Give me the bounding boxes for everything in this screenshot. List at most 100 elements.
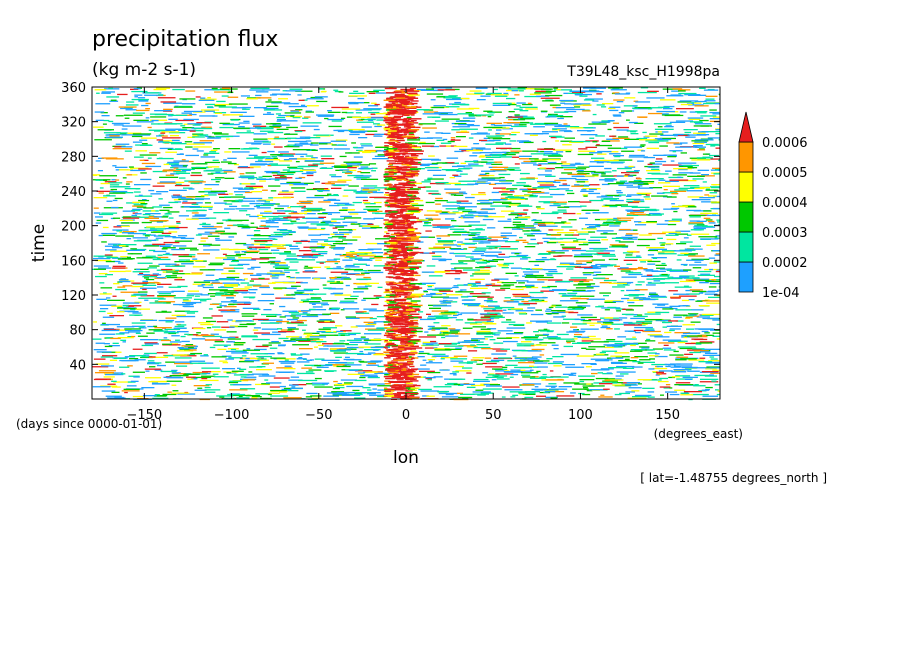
field-cell	[651, 195, 667, 196]
field-cell	[633, 214, 646, 215]
field-cell	[301, 368, 312, 369]
field-cell	[680, 253, 688, 254]
field-cell	[633, 230, 637, 231]
field-cell	[349, 134, 359, 135]
field-cell	[276, 113, 281, 114]
field-cell	[468, 164, 479, 165]
field-cell	[568, 309, 584, 310]
field-cell	[273, 175, 285, 176]
field-cell	[182, 302, 201, 303]
field-cell	[433, 247, 451, 248]
field-cell	[251, 397, 257, 398]
field-cell	[315, 195, 329, 196]
field-cell	[655, 138, 662, 139]
field-cell	[179, 248, 197, 249]
field-cell	[632, 396, 649, 397]
field-cell	[263, 141, 272, 142]
field-cell	[262, 334, 281, 335]
field-cell	[599, 383, 612, 384]
field-cell	[361, 166, 369, 167]
field-cell	[514, 332, 523, 333]
field-cell	[298, 166, 311, 167]
field-cell	[123, 218, 139, 219]
field-cell	[458, 181, 476, 182]
field-cell	[553, 88, 558, 89]
field-cell	[173, 354, 187, 355]
field-cell	[587, 286, 600, 287]
field-cell	[655, 161, 666, 162]
field-cell	[436, 132, 443, 133]
field-cell	[700, 213, 718, 214]
field-cell	[135, 150, 147, 151]
field-cell	[331, 107, 349, 108]
field-cell	[674, 384, 693, 385]
field-cell	[450, 358, 467, 359]
field-cell	[369, 197, 386, 198]
field-cell	[637, 245, 650, 246]
field-cell	[588, 123, 606, 124]
field-cell	[531, 230, 540, 231]
field-cell	[291, 111, 300, 112]
field-cell	[321, 360, 339, 361]
field-cell	[519, 313, 526, 314]
field-cell	[282, 311, 297, 312]
field-cell	[638, 379, 652, 380]
field-cell	[208, 236, 220, 237]
field-cell	[149, 250, 155, 251]
field-cell	[138, 97, 145, 98]
field-cell	[359, 351, 363, 352]
field-cell	[126, 250, 145, 251]
field-cell	[243, 121, 249, 122]
field-cell	[193, 142, 212, 143]
field-cell	[371, 114, 376, 115]
field-cell	[142, 289, 147, 290]
field-cell	[270, 154, 282, 155]
field-cell	[93, 339, 102, 340]
field-cell	[650, 162, 655, 163]
field-cell	[681, 335, 687, 336]
field-cell	[546, 379, 565, 380]
field-cell	[154, 110, 171, 111]
field-cell	[304, 267, 313, 268]
field-cell	[235, 208, 254, 209]
field-cell	[232, 371, 244, 372]
field-cell	[148, 360, 155, 361]
field-cell	[708, 297, 720, 298]
field-cell	[112, 386, 121, 387]
field-cell	[333, 248, 344, 249]
field-cell	[133, 120, 148, 121]
field-cell	[470, 323, 482, 324]
field-cell	[122, 128, 128, 129]
field-cell	[469, 229, 485, 230]
field-cell	[426, 314, 431, 315]
field-cell	[224, 228, 230, 229]
field-cell	[553, 365, 561, 366]
field-cell	[247, 374, 254, 375]
field-cell	[369, 163, 376, 164]
field-cell	[555, 140, 559, 141]
field-cell	[487, 227, 495, 228]
field-cell	[522, 191, 531, 192]
field-cell	[174, 168, 179, 169]
field-cell	[94, 212, 101, 213]
field-cell	[545, 223, 554, 224]
field-cell	[450, 229, 464, 230]
field-cell	[221, 301, 236, 302]
field-cell	[353, 202, 362, 203]
field-cell	[246, 214, 250, 215]
field-cell	[191, 183, 200, 184]
field-cell	[521, 375, 530, 376]
field-cell	[163, 170, 176, 171]
field-cell	[465, 161, 477, 162]
field-cell	[645, 319, 662, 320]
field-cell	[255, 95, 261, 96]
field-cell	[579, 244, 589, 245]
field-cell	[488, 305, 500, 306]
field-cell	[473, 391, 491, 392]
field-cell	[562, 322, 569, 323]
field-cell	[99, 273, 108, 274]
field-cell	[287, 319, 298, 320]
field-cell	[176, 223, 180, 224]
field-cell	[262, 190, 268, 191]
field-cell	[674, 365, 692, 366]
